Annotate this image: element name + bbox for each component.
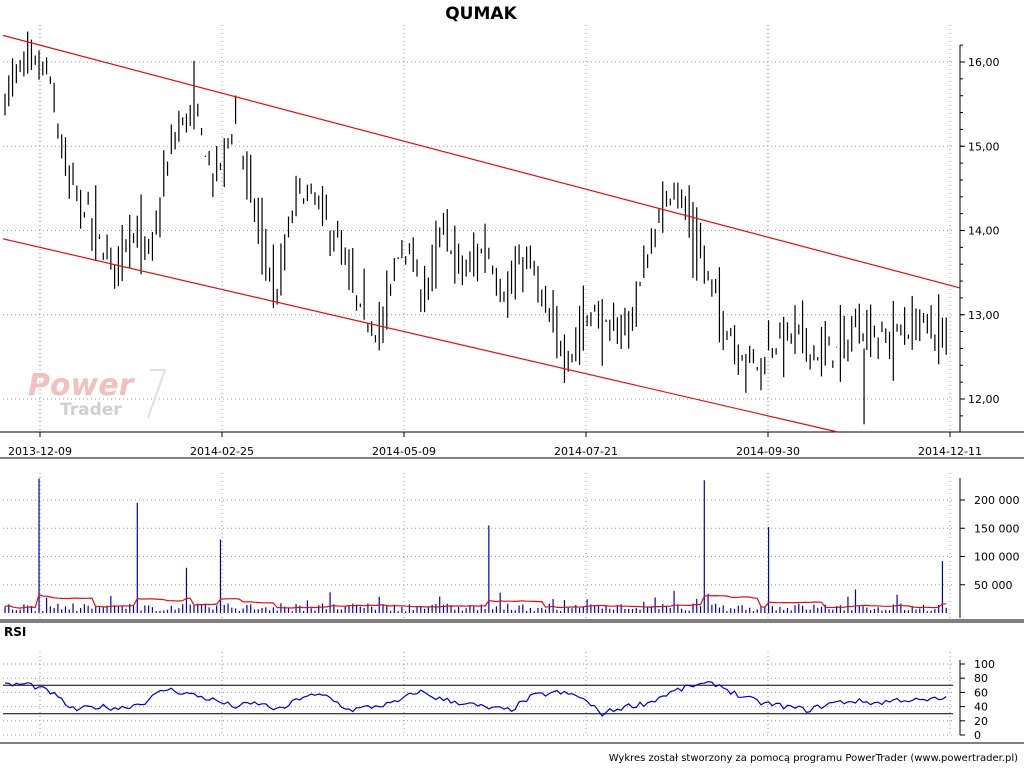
date-axis: 2013-12-09 2014-02-25 2014-05-09 2014-07-21… [8, 432, 982, 458]
volume-tick-label: 150 000 [974, 522, 1020, 535]
rsi-tick-label: 40 [974, 701, 988, 714]
date-tick-label: 2014-07-21 [554, 445, 618, 458]
rsi-tick-label: 20 [974, 715, 988, 728]
volume-panel: 200 000 150 000 100 000 50 000 [4, 478, 1020, 618]
grid-lines [0, 25, 1024, 744]
date-tick-label: 2014-12-11 [918, 445, 982, 458]
date-tick-label: 2014-05-09 [372, 445, 436, 458]
watermark-trader: Trader [60, 400, 122, 420]
rsi-line [4, 680, 947, 717]
rsi-title: RSI [4, 625, 26, 639]
chart-title: QUMAK [445, 4, 517, 24]
price-axis: 16,00 15,00 14,00 13,00 12,00 [959, 44, 1000, 432]
date-tick-label: 2014-02-25 [190, 445, 254, 458]
rsi-tick-label: 80 [974, 672, 988, 685]
price-tick-label: 13,00 [968, 309, 1000, 322]
watermark-power: Power [28, 368, 136, 403]
watermark-swoosh-icon [147, 369, 167, 419]
rsi-tick-label: 100 [974, 658, 995, 671]
price-tick-label: 16,00 [968, 56, 1000, 69]
rsi-tick-label: 0 [974, 729, 981, 742]
volume-moving-average [4, 593, 947, 609]
price-tick-label: 12,00 [968, 393, 1000, 406]
channel-line [2, 238, 838, 433]
volume-tick-label: 100 000 [974, 551, 1020, 564]
rsi-tick-label: 60 [974, 686, 988, 699]
date-tick-label: 2014-09-30 [736, 445, 800, 458]
volume-tick-label: 50 000 [974, 579, 1013, 592]
date-tick-label: 2013-12-09 [8, 445, 72, 458]
price-tick-label: 14,00 [968, 225, 1000, 238]
channel-line [2, 34, 961, 289]
volume-tick-label: 200 000 [974, 494, 1020, 507]
footer-credit: Wykres został stworzony za pomocą progra… [609, 753, 1018, 764]
powertrader-watermark: Power Trader [28, 368, 167, 420]
trend-channel [2, 34, 961, 433]
price-tick-label: 15,00 [968, 140, 1000, 153]
